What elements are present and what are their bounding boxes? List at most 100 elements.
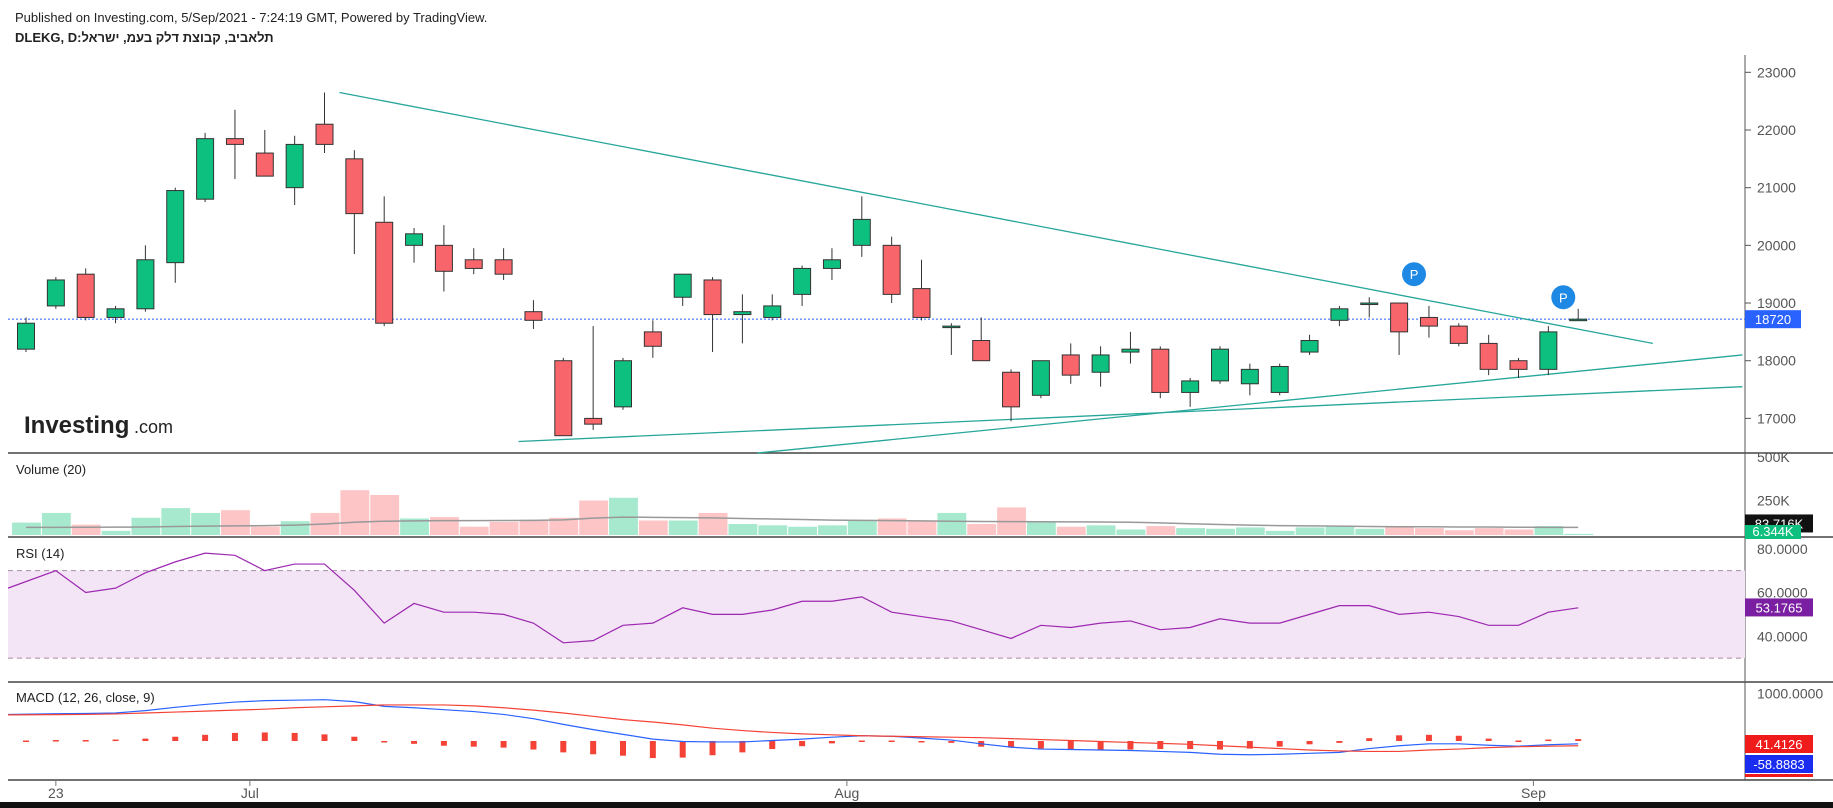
macd-hist-bar	[321, 734, 328, 741]
macd-hist-bar	[202, 734, 209, 741]
macd-hist-bar	[1485, 738, 1492, 741]
macd-hist-bar	[1306, 740, 1313, 745]
volume-bar	[280, 521, 310, 535]
price-pane[interactable]: PP	[8, 91, 1745, 454]
macd-hist-bar	[1575, 739, 1582, 741]
macd-hist-value: 41.4126	[1756, 737, 1803, 752]
macd-hist-bar	[1097, 740, 1104, 750]
volume-bar	[1146, 526, 1176, 535]
volume-bar	[1235, 527, 1265, 535]
signal-line	[7, 704, 1579, 753]
volume-bar	[1355, 528, 1385, 535]
macd-hist-bar	[530, 740, 537, 750]
trend-line	[518, 386, 1743, 443]
volume-bar	[877, 518, 907, 535]
volume-ma-value: 6.344K	[1752, 524, 1794, 539]
macd-hist-bar	[261, 732, 268, 741]
last-price-value: 18720	[1755, 312, 1791, 327]
candle	[643, 331, 662, 347]
candle	[1419, 316, 1438, 327]
candle	[524, 311, 543, 321]
macd-hist-bar	[1187, 740, 1194, 750]
volume-bar	[1415, 528, 1444, 535]
published-note: Published on Investing.com, 5/Sep/2021 -…	[15, 10, 488, 25]
candle	[822, 259, 841, 269]
macd-value: -58.8883	[1753, 757, 1804, 772]
price-tick-label: 18000	[1757, 353, 1796, 369]
macd-hist-bar	[142, 738, 149, 741]
macd-hist-bar	[1246, 740, 1253, 749]
x-tick-label: Aug	[834, 785, 859, 801]
volume-bar	[161, 508, 191, 535]
volume-tick-label: 250K	[1757, 493, 1790, 509]
candle	[196, 138, 215, 200]
macd-hist-bar	[82, 740, 89, 742]
rsi-value: 53.1765	[1756, 600, 1803, 615]
volume-bar	[549, 517, 579, 535]
macd-hist-bar	[1366, 738, 1373, 741]
rsi-tick-label: 40.0000	[1757, 628, 1808, 644]
macd-hist-bar	[769, 740, 776, 750]
candle	[255, 152, 274, 177]
macd-hist-bar	[470, 740, 477, 747]
macd-hist-bar	[620, 740, 626, 756]
rsi-tag	[1745, 598, 1813, 617]
macd-hist-bar	[679, 740, 686, 758]
macd-title: MACD (12, 26, close, 9)	[16, 690, 155, 705]
macd-line	[7, 699, 1579, 756]
candle	[614, 360, 632, 408]
volume-bar	[1206, 528, 1235, 535]
last-price-tag	[1745, 310, 1801, 329]
volume-bar	[1564, 533, 1594, 535]
candle	[17, 322, 35, 350]
macd-hist-bar	[172, 736, 179, 741]
candle	[1061, 354, 1080, 376]
macd-hist-bar	[381, 740, 388, 743]
candle	[1121, 348, 1140, 353]
macd-hist-bar	[1425, 734, 1432, 741]
candle	[912, 288, 931, 318]
macd-hist-bar	[649, 740, 656, 759]
volume-bar	[1444, 530, 1474, 535]
candle	[225, 138, 244, 145]
candle	[1569, 318, 1588, 322]
volume-bar	[1295, 527, 1325, 535]
price-tick-label: 23000	[1757, 64, 1796, 80]
volume-bar	[698, 512, 728, 535]
volume-bar	[1385, 526, 1415, 535]
macd-hist-bar	[709, 740, 716, 756]
candle	[106, 308, 125, 318]
volume-bar	[191, 512, 221, 535]
pivot-marker	[1551, 285, 1576, 310]
candle	[1270, 365, 1289, 393]
candle	[852, 218, 871, 246]
volume-pane[interactable]: Volume (20)	[12, 462, 1594, 535]
macd-hist-bar	[799, 740, 806, 747]
volume-bar	[1116, 529, 1146, 535]
volume-bar	[101, 530, 131, 535]
candle	[1002, 371, 1021, 408]
volume-bar	[847, 519, 877, 535]
candle	[972, 340, 991, 362]
rsi-tick-label: 80.0000	[1757, 541, 1808, 557]
volume-bar	[728, 523, 758, 535]
candle	[1151, 348, 1170, 393]
candle	[1479, 342, 1498, 370]
macd-pane[interactable]: MACD (12, 26, close, 9)	[7, 690, 1582, 759]
volume-bar	[758, 525, 788, 535]
volume-bar	[1325, 526, 1355, 535]
rsi-pane[interactable]: RSI (14)	[7, 546, 1745, 659]
candle	[375, 221, 394, 324]
candle	[763, 305, 782, 318]
symbol-title: תלאביב, קבוצת דלק בעמ, ישראל:DLEKG, D	[15, 30, 274, 45]
candle	[1300, 340, 1319, 353]
candle	[285, 143, 304, 189]
candle	[554, 360, 573, 437]
macd-hist-tag	[1745, 735, 1813, 753]
volume-bar	[638, 520, 668, 535]
volume-bar	[370, 495, 400, 535]
macd-hist-bar	[23, 740, 29, 743]
price-tick-label: 22000	[1757, 122, 1796, 138]
candle	[1449, 325, 1468, 344]
